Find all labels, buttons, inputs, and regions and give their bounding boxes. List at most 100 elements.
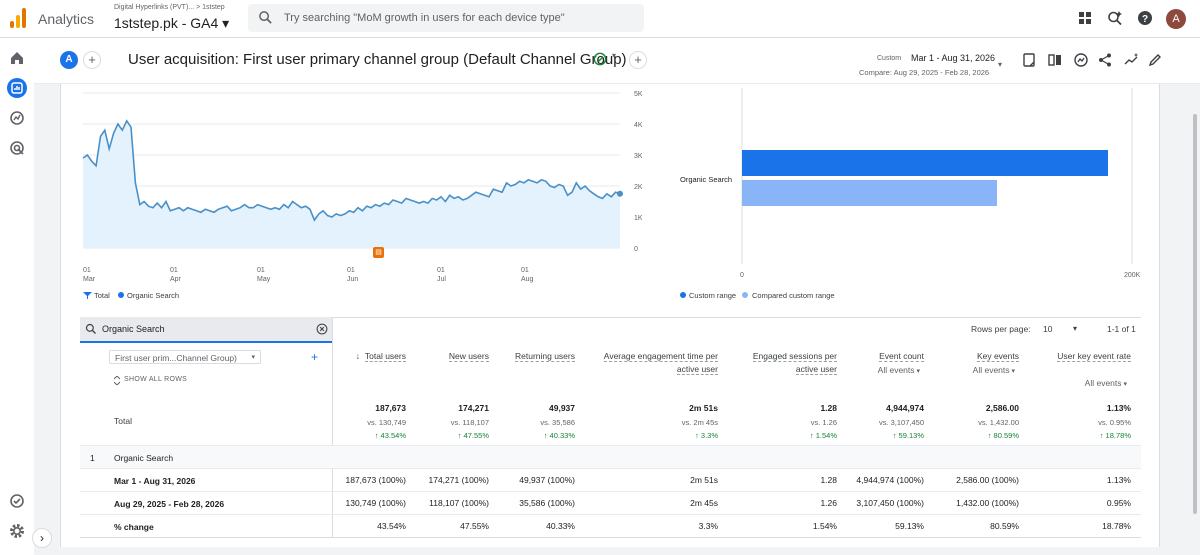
comparison-badge[interactable]: A <box>60 51 78 69</box>
avatar[interactable]: A <box>1166 9 1186 29</box>
settings-gear-icon[interactable] <box>9 523 25 539</box>
event-filter-caret-icon: ▾ <box>1009 368 1015 375</box>
total-change-value: ↑ 47.55% <box>457 431 489 440</box>
title-dropdown-caret-icon[interactable]: ▾ <box>612 51 617 60</box>
column-header-6[interactable]: Event count <box>844 350 924 363</box>
x-tick-label: 01 Mar <box>83 267 96 283</box>
insights-gauge-icon[interactable] <box>1073 52 1089 68</box>
admin-check-icon[interactable] <box>9 493 25 509</box>
property-selector[interactable]: 1ststep.pk - GA4 ▾ <box>114 15 230 31</box>
sort-descending-icon[interactable]: ↓ <box>355 351 360 361</box>
search-insights-icon[interactable] <box>1107 10 1123 26</box>
dimension-caret-icon: ▾ <box>251 354 255 361</box>
expand-nav-chevron-icon[interactable]: › <box>32 528 52 548</box>
show-all-rows-button[interactable]: SHOW ALL ROWS <box>124 376 188 383</box>
table-cell: 35,586 (100%) <box>519 498 575 508</box>
total-value: 1.13% <box>1106 403 1131 413</box>
rows-per-page-select[interactable]: 10 <box>1043 324 1053 334</box>
compare-columns-icon[interactable] <box>1047 52 1063 68</box>
compared-range-dot-icon <box>742 292 748 298</box>
analytics-logo-icon[interactable] <box>10 8 28 28</box>
total-value: 2m 51s <box>689 403 718 413</box>
bar-compared-range[interactable] <box>742 180 997 206</box>
event-filter-label: All events <box>972 365 1010 375</box>
date-dropdown-caret-icon[interactable]: ▾ <box>998 60 1003 69</box>
column-header-4[interactable]: Average engagement time per active user <box>588 350 718 376</box>
bar-chart: 0 200K Organic Search <box>680 88 1141 279</box>
event-filter-select[interactable]: All events ▾ <box>939 365 1015 375</box>
apps-grid-icon[interactable] <box>1077 10 1093 26</box>
organic-legend-dot-icon <box>118 292 124 298</box>
total-change-value: ↑ 18.78% <box>1099 431 1131 440</box>
event-filter-label: All events <box>877 365 915 375</box>
column-header-label: Event count <box>879 351 924 362</box>
table-row[interactable]: Aug 29, 2025 - Feb 28, 2026 <box>80 491 1141 514</box>
table-cell: 3,107,450 (100%) <box>856 498 924 508</box>
table-search-icon <box>85 323 96 334</box>
date-range-selector[interactable]: Mar 1 - Aug 31, 2026 <box>911 53 996 63</box>
table-search-input[interactable]: Organic Search <box>80 317 332 343</box>
column-header-label: User key event rate <box>1057 351 1131 362</box>
total-change-value: ↑ 43.54% <box>374 431 406 440</box>
bar-custom-range[interactable] <box>742 150 1108 176</box>
table-top-divider <box>80 317 1141 318</box>
legend-total[interactable]: Total <box>94 291 110 300</box>
y-tick-label: 3K <box>634 153 642 160</box>
group-row[interactable]: 1 Organic Search <box>80 445 1141 468</box>
clear-search-icon[interactable] <box>316 323 328 335</box>
search-bar[interactable]: Try searching "MoM growth in users for e… <box>248 4 644 32</box>
add-dimension-button[interactable]: + <box>311 350 319 364</box>
total-value: 2,586.00 <box>985 403 1019 413</box>
table-cell: 130,749 (100%) <box>345 498 407 508</box>
total-value: 187,673 <box>375 403 406 413</box>
check-circle-icon[interactable] <box>593 52 607 66</box>
dimension-selector[interactable]: First user prim...Channel Group) ▾ <box>109 350 261 364</box>
last-point-marker[interactable] <box>617 190 623 197</box>
table-cell: 1.26 <box>820 498 837 508</box>
series-line-organic-search[interactable] <box>82 119 621 222</box>
column-header-5[interactable]: Engaged sessions per active user <box>737 350 837 376</box>
report-header: A + User acquisition: First user primary… <box>34 38 1200 84</box>
table-cell: 1.54% <box>812 521 837 531</box>
column-header-8[interactable]: User key event rate <box>1041 350 1131 363</box>
search-icon <box>259 11 272 24</box>
total-compare-value: vs. 35,586 <box>540 418 575 427</box>
explore-icon[interactable] <box>9 110 25 126</box>
row-label: Aug 29, 2025 - Feb 28, 2026 <box>114 499 225 509</box>
total-legend-icon <box>83 292 92 299</box>
event-filter-caret-icon: ▾ <box>914 368 920 375</box>
advertising-icon[interactable] <box>9 140 25 156</box>
table-row[interactable]: Mar 1 - Aug 31, 2026 <box>80 468 1141 491</box>
table-cell: 1,432.00 (100%) <box>956 498 1019 508</box>
legend-organic-search[interactable]: Organic Search <box>127 291 180 300</box>
edit-pencil-icon[interactable] <box>1147 52 1163 68</box>
add-comparison-button[interactable]: + <box>83 51 101 69</box>
event-annotation-icon[interactable]: ▤ <box>373 247 384 258</box>
home-icon[interactable] <box>9 50 25 66</box>
custom-range-dot-icon <box>680 292 686 298</box>
reports-icon[interactable] <box>7 78 27 98</box>
column-header-1[interactable]: Total users <box>316 350 406 363</box>
customize-report-icon[interactable] <box>1021 52 1037 68</box>
total-compare-value: vs. 1.26 <box>810 418 837 427</box>
legend-compared-range[interactable]: Compared custom range <box>752 291 835 300</box>
column-header-label: Average engagement time per active user <box>603 351 718 375</box>
event-filter-select[interactable]: All events ▾ <box>844 365 920 375</box>
column-header-3[interactable]: Returning users <box>495 350 575 363</box>
page-scrollbar[interactable] <box>1193 114 1197 514</box>
x-tick-label: 01 Apr <box>170 267 181 283</box>
compare-range: Compare: Aug 29, 2025 - Feb 28, 2026 <box>859 68 990 77</box>
column-header-2[interactable]: New users <box>409 350 489 363</box>
insights-sparkle-icon[interactable] <box>1123 52 1139 68</box>
share-icon[interactable] <box>1097 52 1113 68</box>
add-title-button[interactable]: + <box>629 51 647 69</box>
pagination-status: 1-1 of 1 <box>1107 324 1136 334</box>
row-label: Mar 1 - Aug 31, 2026 <box>114 476 196 486</box>
legend-custom-range[interactable]: Custom range <box>689 291 737 300</box>
table-row[interactable]: % change <box>80 514 1141 537</box>
event-filter-select[interactable]: All events ▾ <box>1041 378 1127 388</box>
column-header-7[interactable]: Key events <box>939 350 1019 363</box>
rows-per-page-caret-icon[interactable]: ▾ <box>1073 324 1078 333</box>
help-icon[interactable]: ? <box>1137 10 1153 26</box>
property-breadcrumb[interactable]: Digital Hyperlinks (PVT)... > 1ststep <box>114 4 225 11</box>
